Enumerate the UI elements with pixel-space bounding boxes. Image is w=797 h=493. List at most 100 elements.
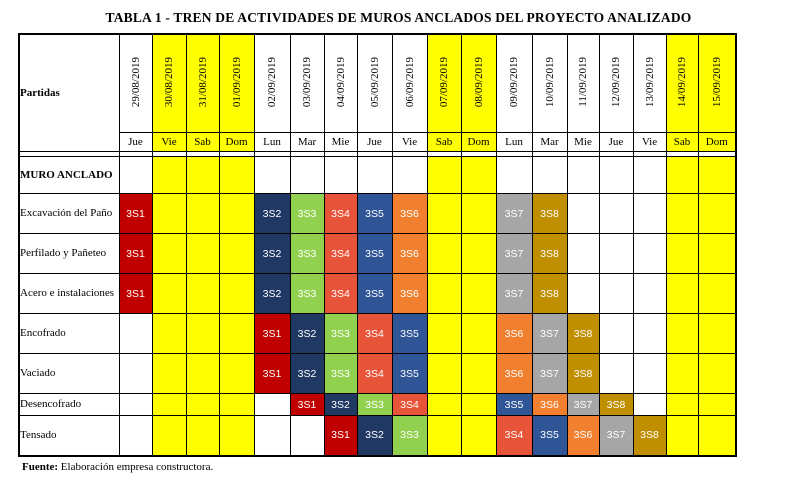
task-code: 3S2 [262, 247, 282, 260]
weekend-cell [460, 393, 497, 416]
task-code: 3S6 [400, 207, 419, 220]
task-code: 3S5 [365, 207, 384, 220]
date-header-row: Partidas 29/08/2019 30/08/2019 31/08/2019 01… [18, 33, 737, 152]
weekend-cell [665, 233, 699, 274]
source-label: Fuente: [22, 461, 59, 473]
task-code: 3S7 [573, 398, 593, 411]
table-row: Desencofrado 3S1 3S2 3S3 3S4 3S5 3S6 3S7 3S8 [18, 393, 737, 416]
weekend-cell [697, 415, 737, 456]
weekend-cell [426, 233, 462, 274]
day-label: Mar [289, 132, 325, 152]
task-cell: 3S2 [253, 233, 291, 274]
date-label: 04/09/2019 [334, 56, 347, 108]
task-cell: 3S4 [356, 353, 393, 394]
date-header-cell: 31/08/2019 [185, 33, 220, 133]
date-label: 11/09/2019 [577, 57, 589, 107]
weekend-cell [665, 156, 699, 194]
weekend-cell [460, 193, 497, 234]
task-cell: 3S8 [531, 273, 568, 314]
task-code: 3S8 [640, 429, 659, 442]
weekend-cell [426, 393, 462, 416]
task-code: 3S8 [540, 287, 559, 300]
task-cell: 3S4 [356, 313, 393, 354]
section-label: MURO ANCLADO [18, 156, 120, 194]
date-header-cell: 06/09/2019 [391, 33, 428, 133]
partidas-header: Partidas [18, 33, 120, 152]
weekend-cell [426, 193, 462, 234]
task-code: 3S3 [331, 367, 350, 380]
weekend-cell [697, 353, 737, 394]
empty-cell [632, 156, 667, 194]
weekend-cell [426, 313, 462, 354]
empty-cell [566, 156, 600, 194]
date-header-cell: 29/08/2019 [118, 33, 153, 133]
task-cell: 3S6 [391, 273, 428, 314]
date-header-cell: 15/09/2019 [697, 33, 737, 133]
empty-cell [118, 353, 153, 394]
day-label: Dom [697, 132, 737, 152]
weekend-cell [218, 393, 255, 416]
day-label: Lun [495, 132, 533, 152]
date-label: 08/09/2019 [472, 56, 485, 108]
weekend-cell [218, 156, 255, 194]
task-cell: 3S1 [118, 193, 153, 234]
empty-cell [531, 156, 568, 194]
task-cell: 3S5 [391, 313, 428, 354]
day-label: Jue [598, 132, 634, 152]
day-label: Mie [323, 132, 358, 152]
task-cell: 3S7 [531, 353, 568, 394]
task-code: 3S6 [504, 367, 524, 380]
task-cell: 3S4 [323, 273, 358, 314]
table-row: Acero e instalaciones 3S1 3S2 3S3 3S4 3S5 3S6 3… [18, 273, 737, 314]
empty-cell [356, 156, 393, 194]
task-cell: 3S2 [323, 393, 358, 416]
task-code: 3S5 [365, 287, 384, 300]
empty-cell [632, 273, 667, 314]
empty-cell [253, 415, 291, 456]
task-code: 3S4 [400, 398, 419, 411]
empty-cell [495, 156, 533, 194]
empty-cell [566, 233, 600, 274]
task-cell: 3S1 [118, 233, 153, 274]
task-code: 3S8 [573, 367, 593, 380]
task-cell: 3S7 [495, 193, 533, 234]
day-label: Dom [460, 132, 497, 152]
date-header-cell: 01/09/2019 [218, 33, 255, 133]
empty-cell [632, 193, 667, 234]
empty-cell [632, 353, 667, 394]
task-code: 3S4 [331, 287, 350, 300]
weekend-cell [460, 313, 497, 354]
task-cell: 3S5 [356, 193, 393, 234]
weekend-cell [665, 415, 699, 456]
task-code: 3S4 [331, 207, 350, 220]
task-cell: 3S4 [323, 193, 358, 234]
task-cell: 3S3 [391, 415, 428, 456]
task-code: 3S2 [262, 207, 282, 220]
task-cell: 3S3 [356, 393, 393, 416]
task-code: 3S6 [540, 398, 559, 411]
date-header-cell: 02/09/2019 [253, 33, 291, 133]
task-code: 3S4 [365, 367, 384, 380]
task-code: 3S7 [540, 327, 559, 340]
weekend-cell [665, 353, 699, 394]
task-cell: 3S3 [323, 353, 358, 394]
task-code: 3S5 [400, 327, 419, 340]
task-code: 3S3 [400, 429, 419, 442]
task-cell: 3S2 [356, 415, 393, 456]
empty-cell [598, 233, 634, 274]
day-label: Jue [118, 132, 153, 152]
task-code: 3S4 [504, 429, 524, 442]
empty-cell [566, 273, 600, 314]
task-code: 3S3 [365, 398, 384, 411]
task-cell: 3S1 [253, 353, 291, 394]
table-row: Vaciado 3S1 3S2 3S3 3S4 3S5 3S6 3S7 3S8 [18, 353, 737, 394]
weekend-cell [151, 156, 187, 194]
date-header-cell: 04/09/2019 [323, 33, 358, 133]
task-code: 3S7 [504, 247, 524, 260]
day-label: Jue [356, 132, 393, 152]
task-code: 3S4 [365, 327, 384, 340]
empty-cell [118, 393, 153, 416]
empty-cell [118, 313, 153, 354]
task-code: 3S2 [297, 367, 317, 380]
weekend-cell [697, 233, 737, 274]
